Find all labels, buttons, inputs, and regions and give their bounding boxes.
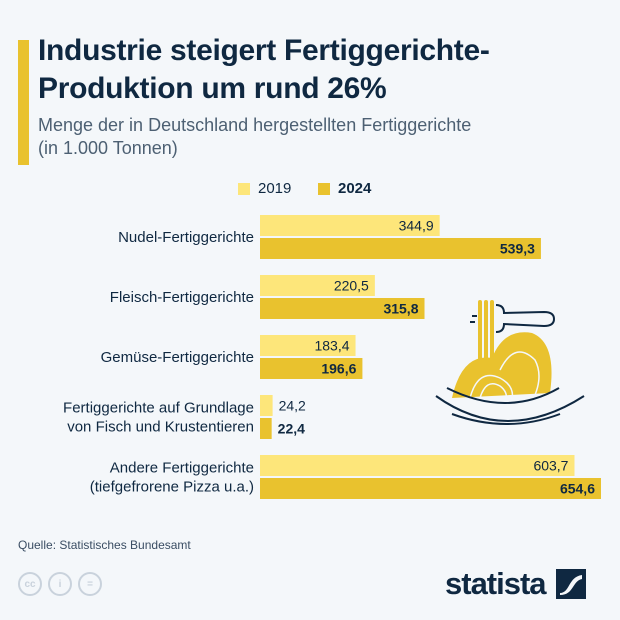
data-label-2019: 24,2 <box>279 398 306 414</box>
category-label: Nudel-Fertiggerichte <box>118 229 254 246</box>
legend-label-2019: 2019 <box>258 180 292 197</box>
cc-license-icon[interactable]: cc <box>18 572 42 596</box>
legend-swatch-2024 <box>318 182 330 195</box>
bar-2024 <box>260 298 425 319</box>
legend-swatch-2019 <box>238 182 250 195</box>
statista-logo[interactable]: statista <box>445 566 586 602</box>
brand-name: statista <box>445 566 547 601</box>
category-label: Andere Fertiggerichte <box>110 460 254 477</box>
license-icons: cc i = <box>18 572 102 596</box>
category-label: (tiefgefrorene Pizza u.a.) <box>90 479 254 496</box>
header: Industrie steigert Fertiggerichte-Produk… <box>38 32 613 160</box>
legend-item-2019: 2019 <box>238 180 291 197</box>
chart-title: Industrie steigert Fertiggerichte-Produk… <box>38 34 490 105</box>
subtitle-line-2: (in 1.000 Tonnen) <box>38 138 178 158</box>
subtitle-line-1: Menge der in Deutschland hergestellten F… <box>38 115 472 135</box>
legend-label-2024: 2024 <box>338 180 372 197</box>
category-label: Fleisch-Fertiggerichte <box>110 289 254 306</box>
data-label-2024: 315,8 <box>383 301 418 317</box>
category-label: Fertiggerichte auf Grundlage <box>63 400 254 417</box>
source-note: Quelle: Statistisches Bundesamt <box>18 538 191 552</box>
data-label-2024: 22,4 <box>278 421 305 437</box>
bar-2024 <box>260 418 272 439</box>
bar-2019 <box>260 215 440 236</box>
bar-2024 <box>260 478 601 499</box>
data-label-2019: 344,9 <box>399 218 434 234</box>
bar-2024 <box>260 358 363 379</box>
category-label: von Fisch und Krustentieren <box>67 419 254 436</box>
bar-2019 <box>260 275 375 296</box>
data-label-2019: 183,4 <box>314 338 349 354</box>
no-derivatives-icon[interactable]: = <box>78 572 102 596</box>
data-label-2024: 654,6 <box>560 481 595 497</box>
bar-2019 <box>260 335 356 356</box>
bar-2024 <box>260 238 541 259</box>
data-label-2024: 196,6 <box>321 361 356 377</box>
attribution-icon[interactable]: i <box>48 572 72 596</box>
data-label-2019: 220,5 <box>334 278 369 294</box>
data-label-2019: 603,7 <box>533 458 568 474</box>
statista-logo-icon <box>555 569 586 599</box>
bar-2019 <box>260 455 575 476</box>
accent-bar <box>18 40 29 165</box>
data-label-2024: 539,3 <box>500 241 535 257</box>
category-label: Gemüse-Fertiggerichte <box>101 349 254 366</box>
chart-subtitle: Menge der in Deutschland hergestellten F… <box>38 114 613 160</box>
bar-2019 <box>260 395 273 416</box>
legend-item-2024: 2024 <box>318 180 371 197</box>
